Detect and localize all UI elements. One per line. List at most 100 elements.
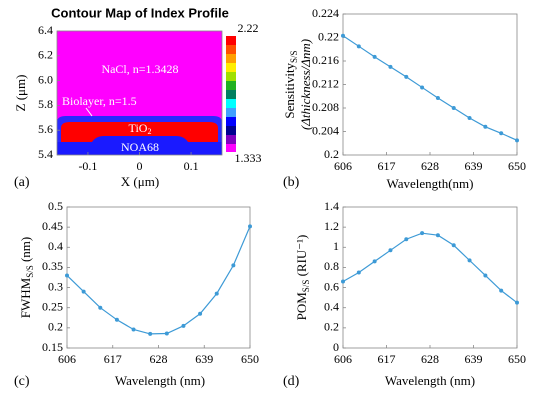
colorbar-band: [226, 63, 236, 72]
panel-label: (b): [283, 175, 300, 190]
y-tick-label: 0: [333, 340, 339, 354]
data-point: [131, 327, 136, 332]
y-tick-label: 0.4: [48, 239, 63, 253]
y-tick-label: 0.6: [324, 279, 339, 293]
panel-label: (d): [283, 374, 300, 389]
y-label-main: Z (μm): [13, 75, 28, 112]
panel-label: (a): [14, 175, 30, 190]
x-tick-label: 628: [421, 159, 439, 173]
region-label: TiO2: [129, 121, 152, 136]
y-label-sub: S/S: [301, 280, 311, 293]
x-tick-label: 650: [241, 352, 259, 366]
data-point: [388, 64, 393, 69]
data-point: [164, 331, 169, 336]
region-text: NOA68: [121, 140, 159, 154]
y-tick-label: 0.224: [312, 6, 339, 20]
region-label: NaCl, n=1.3428: [101, 62, 178, 76]
y-tick-label: 1.4: [324, 199, 339, 213]
y-label-main: Sensitivity: [282, 62, 297, 118]
data-point: [341, 33, 345, 38]
y-label-tail: (RIU⁻¹): [294, 235, 309, 280]
plot-frame: [342, 13, 518, 156]
region-label: NOA68: [121, 140, 159, 154]
chart-title: Contour Map of Index Profile: [51, 5, 229, 20]
data-point: [420, 85, 425, 90]
x-tick-label: 639: [195, 352, 213, 366]
x-axis-label: X (μm): [121, 174, 159, 189]
y-axis-label: Z (μm): [13, 75, 28, 112]
y-label-sub: S/S: [25, 265, 35, 278]
y-label-tail: (nm): [18, 237, 33, 266]
y-tick-label: 0.2: [324, 147, 339, 161]
series-line: [66, 226, 251, 335]
data-point: [404, 237, 409, 242]
region-text: NaCl, n=1.3428: [101, 62, 178, 76]
y-tick-label: 0.204: [312, 123, 339, 137]
data-point: [483, 124, 488, 129]
data-point: [499, 131, 504, 136]
y-tick-label: 5.8: [38, 97, 53, 111]
y-tick-label: 0.5: [48, 199, 63, 213]
y-label-main: FWHM: [18, 277, 33, 318]
y-axis-label: SensitivityS/S: [282, 50, 299, 118]
data-point: [499, 288, 504, 293]
y-tick-label: 6.0: [38, 72, 53, 86]
x-axis-label: Wavelength (nm): [115, 373, 205, 388]
data-point: [515, 138, 519, 143]
data-point: [467, 258, 472, 263]
plot-frame: [66, 206, 251, 349]
data-point: [483, 273, 488, 278]
y-tick-label: 0.2: [48, 320, 63, 334]
data-point: [114, 317, 119, 322]
data-point: [515, 300, 519, 305]
colorbar-band: [226, 81, 236, 90]
y-tick-label: 6.2: [38, 48, 53, 62]
data-point: [451, 106, 456, 110]
data-point: [65, 273, 69, 278]
data-point: [404, 74, 409, 79]
colorbar-band: [226, 45, 236, 54]
y-tick-label: 0.22: [318, 29, 339, 43]
region-sub: 2: [147, 127, 151, 136]
colorbar-band: [226, 126, 236, 135]
x-tick-label: 617: [104, 352, 122, 366]
x-axis-label: Wavelength (nm): [385, 373, 475, 388]
panel-label: (c): [14, 374, 30, 389]
x-tick-label: 0: [137, 159, 143, 173]
colorbar-max: 2.22: [238, 21, 259, 35]
y-tick-label: 1: [333, 239, 339, 253]
y-tick-label: 0.3: [48, 279, 63, 293]
data-point: [435, 96, 440, 101]
y-tick-label: 0.2: [324, 320, 339, 334]
y-tick-label: 1.2: [324, 219, 339, 233]
y-label-sub: S/S: [289, 50, 299, 63]
y-tick-label: 5.4: [38, 147, 53, 161]
colorbar-min: 1.333: [235, 151, 262, 165]
noa68-region: [57, 136, 222, 155]
colorbar-band: [226, 72, 236, 81]
y-axis-label: FWHMS/S (nm): [18, 237, 35, 319]
y-tick-label: 6.4: [38, 23, 53, 37]
x-tick-label: 606: [334, 352, 352, 366]
y-tick-label: 0.35: [42, 259, 63, 273]
series-line: [342, 35, 518, 141]
colorbar: [226, 36, 236, 152]
colorbar-band: [226, 117, 236, 126]
y-axis-label: (Δthickness/Δnm): [298, 39, 313, 130]
colorbar-band: [226, 36, 236, 45]
data-point: [372, 54, 377, 59]
data-point: [341, 279, 345, 284]
y-axis-label: POMS/S (RIU⁻¹): [294, 235, 311, 321]
y-tick-label: 0.15: [42, 340, 63, 354]
data-point: [98, 305, 103, 310]
region-text: TiO: [129, 121, 148, 135]
colorbar-band: [226, 135, 236, 144]
x-tick-label: 606: [58, 352, 76, 366]
series-line: [342, 232, 518, 304]
y-tick-label: 0.45: [42, 219, 63, 233]
y-label-main: POM: [294, 292, 309, 321]
data-point: [467, 115, 472, 120]
data-point: [231, 263, 236, 268]
region-label: Biolayer, n=1.5: [62, 94, 137, 108]
data-point: [420, 231, 425, 236]
